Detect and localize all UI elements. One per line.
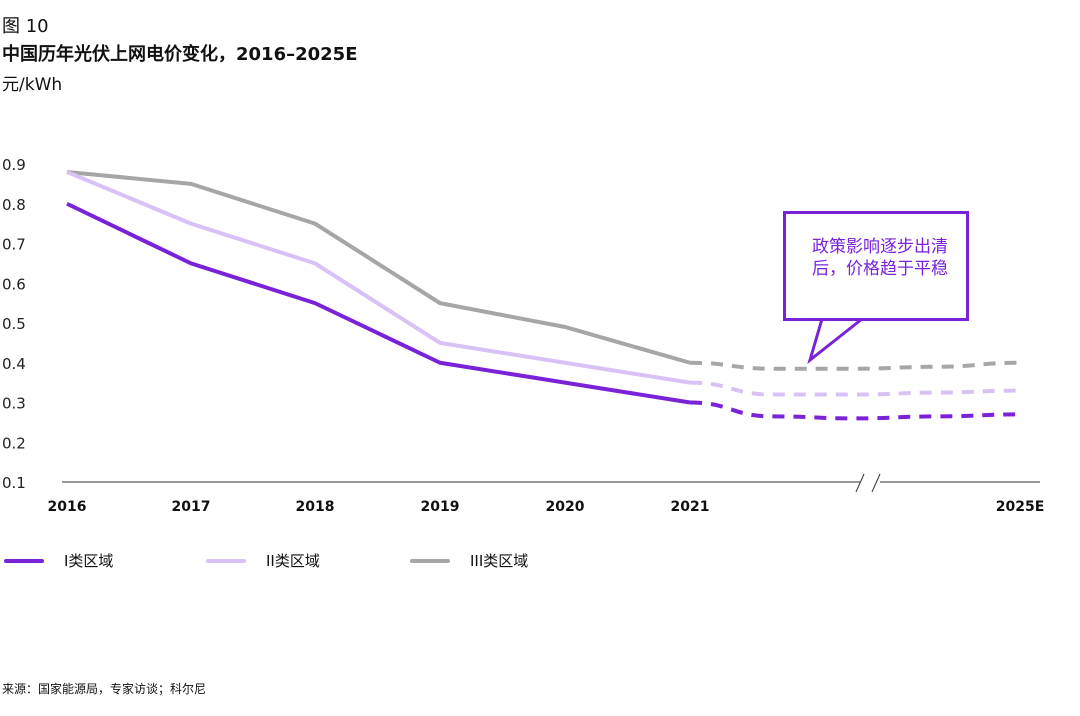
series-forecast-line bbox=[689, 400, 1021, 421]
x-tick-label: 2020 bbox=[546, 499, 585, 515]
chart-title: 中国历年光伏上网电价变化，2016–2025E bbox=[2, 44, 358, 65]
y-tick-label: 0.5 bbox=[2, 315, 26, 333]
axis-break-icon bbox=[855, 473, 881, 493]
callout-pointer bbox=[807, 317, 863, 365]
legend-swatch bbox=[206, 558, 246, 563]
legend-item-3: III类区域 bbox=[410, 550, 528, 571]
legend-swatch bbox=[410, 558, 450, 563]
series-line bbox=[66, 170, 691, 385]
y-tick-label: 0.1 bbox=[2, 474, 26, 492]
x-tick-label: 2019 bbox=[421, 499, 460, 515]
x-tick-label: 2018 bbox=[296, 499, 335, 515]
source-note: 来源：国家能源局，专家访谈；科尔尼 bbox=[2, 682, 207, 696]
y-tick-label: 0.9 bbox=[2, 156, 26, 174]
series-line bbox=[66, 169, 691, 365]
x-tick-label: 2025E bbox=[996, 499, 1045, 515]
series-line bbox=[66, 201, 691, 405]
y-tick-label: 0.8 bbox=[2, 196, 26, 214]
y-tick-label: 0.2 bbox=[2, 434, 26, 452]
annotation-callout: 政策影响逐步出清后，价格趋于平稳 bbox=[783, 211, 969, 321]
y-tick-label: 0.6 bbox=[2, 275, 26, 293]
x-tick-label: 2016 bbox=[48, 499, 87, 515]
y-tick-label: 0.4 bbox=[2, 355, 26, 373]
legend-item-1: I类区域 bbox=[4, 550, 113, 571]
legend-item-2: II类区域 bbox=[206, 550, 320, 571]
unit-label: 元/kWh bbox=[2, 75, 63, 95]
y-tick-label: 0.7 bbox=[2, 236, 26, 254]
x-tick-label: 2017 bbox=[172, 499, 211, 515]
figure-label: 图 10 bbox=[2, 16, 49, 37]
x-tick-label: 2021 bbox=[671, 499, 710, 515]
y-tick-label: 0.3 bbox=[2, 395, 26, 413]
legend-swatch bbox=[4, 558, 44, 563]
annotation-text: 政策影响逐步出清后，价格趋于平稳 bbox=[812, 237, 948, 279]
series-forecast-line bbox=[689, 360, 1021, 371]
series-forecast-line bbox=[689, 380, 1021, 397]
